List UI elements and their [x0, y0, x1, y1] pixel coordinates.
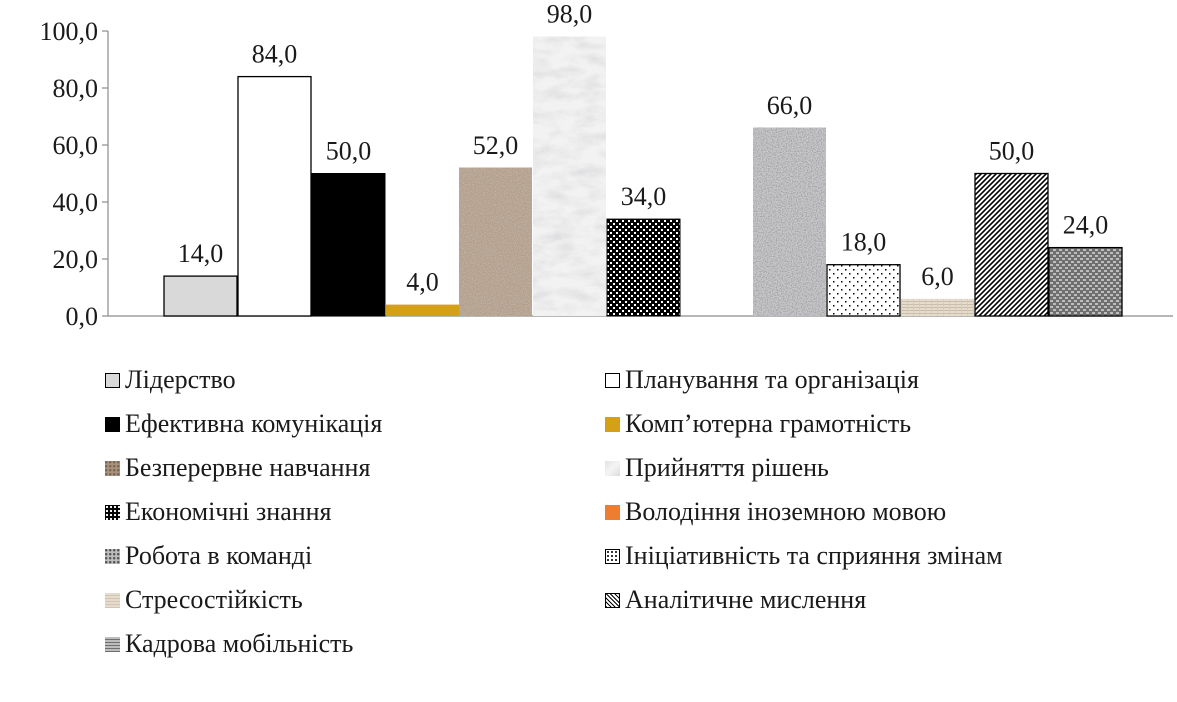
legend-swatch — [105, 460, 120, 476]
y-tick-label: 40,0 — [53, 188, 99, 217]
legend-label: Лідерство — [125, 365, 236, 394]
data-label-6: 98,0 — [547, 0, 593, 29]
bar-1 — [163, 275, 238, 317]
data-label-10: 18,0 — [841, 228, 887, 257]
bar-4 — [386, 304, 459, 316]
y-tick-label: 80,0 — [53, 74, 99, 103]
data-label-3: 50,0 — [326, 137, 372, 166]
legend-item-10: Ініціативність та сприяння змінам — [605, 536, 1003, 576]
legend-item-12: Аналітичне мислення — [605, 580, 866, 620]
legend-item-1: Лідерство — [105, 360, 236, 400]
data-label-12: 50,0 — [989, 137, 1035, 166]
data-label-2: 84,0 — [252, 40, 298, 69]
bar-10 — [826, 264, 901, 317]
legend-label: Робота в команді — [125, 541, 313, 570]
bar-9 — [753, 127, 826, 317]
legend-swatch — [605, 372, 620, 388]
bar-11 — [901, 298, 974, 316]
legend-label: Комп’ютерна грамотність — [625, 409, 912, 438]
legend-item-9: Робота в команді — [105, 536, 312, 576]
legend-label: Кадрова мобільність — [125, 629, 354, 658]
legend-label: Безперервне навчання — [125, 453, 371, 482]
bar-chart: 0,0 20,0 40,0 60,0 80,0 100,0 14,0 84,0 50,0 4,0… — [40, 0, 1173, 331]
y-tick-label: 60,0 — [53, 131, 99, 160]
legend-item-4: Комп’ютерна грамотність — [605, 404, 911, 444]
legend-item-3: Ефективна комунікація — [105, 404, 382, 444]
legend-swatch — [105, 636, 120, 652]
bar-3 — [311, 173, 386, 317]
data-label-4: 4,0 — [406, 268, 439, 297]
legend-item-6: Прийняття рішень — [605, 448, 829, 488]
data-label-7: 34,0 — [621, 182, 667, 211]
data-label-5: 52,0 — [473, 131, 519, 160]
data-label-13: 24,0 — [1063, 211, 1109, 240]
bar-5 — [459, 167, 532, 316]
legend-item-13: Кадрова мобільність — [105, 624, 353, 664]
bar-7 — [606, 218, 681, 317]
legend: Лідерство Планування та організація Ефекти… — [105, 360, 1165, 690]
legend-label: Ефективна комунікація — [125, 409, 383, 438]
legend-swatch — [105, 592, 120, 608]
legend-label: Володіння іноземною мовою — [625, 497, 947, 526]
legend-swatch — [605, 592, 620, 608]
legend-label: Аналітичне мислення — [625, 585, 867, 614]
data-label-1: 14,0 — [178, 239, 224, 268]
bar-6 — [533, 36, 606, 316]
legend-swatch — [105, 416, 120, 432]
legend-swatch — [605, 548, 620, 564]
legend-swatch — [605, 504, 620, 520]
legend-item-7: Економічні знання — [105, 492, 332, 532]
legend-swatch — [105, 548, 120, 564]
y-tick-label: 0,0 — [66, 302, 99, 331]
legend-item-2: Планування та організація — [605, 360, 919, 400]
legend-label: Економічні знання — [125, 497, 332, 526]
y-tick-label: 100,0 — [40, 17, 99, 46]
legend-item-5: Безперервне навчання — [105, 448, 370, 488]
legend-item-11: Стресостійкість — [105, 580, 303, 620]
legend-item-8: Володіння іноземною мовою — [605, 492, 946, 532]
bar-13 — [1048, 246, 1123, 317]
legend-label: Прийняття рішень — [625, 453, 829, 482]
bar-2 — [237, 75, 312, 317]
data-label-11: 6,0 — [921, 262, 954, 291]
legend-label: Ініціативність та сприяння змінам — [625, 541, 1003, 570]
legend-label: Планування та організація — [625, 365, 919, 394]
legend-swatch — [105, 372, 120, 388]
bar-12 — [974, 172, 1049, 317]
legend-swatch — [105, 504, 120, 520]
data-label-9: 66,0 — [767, 91, 813, 120]
legend-swatch — [605, 460, 620, 476]
y-tick-label: 20,0 — [53, 245, 99, 274]
legend-swatch — [605, 416, 620, 432]
legend-label: Стресостійкість — [125, 585, 303, 614]
